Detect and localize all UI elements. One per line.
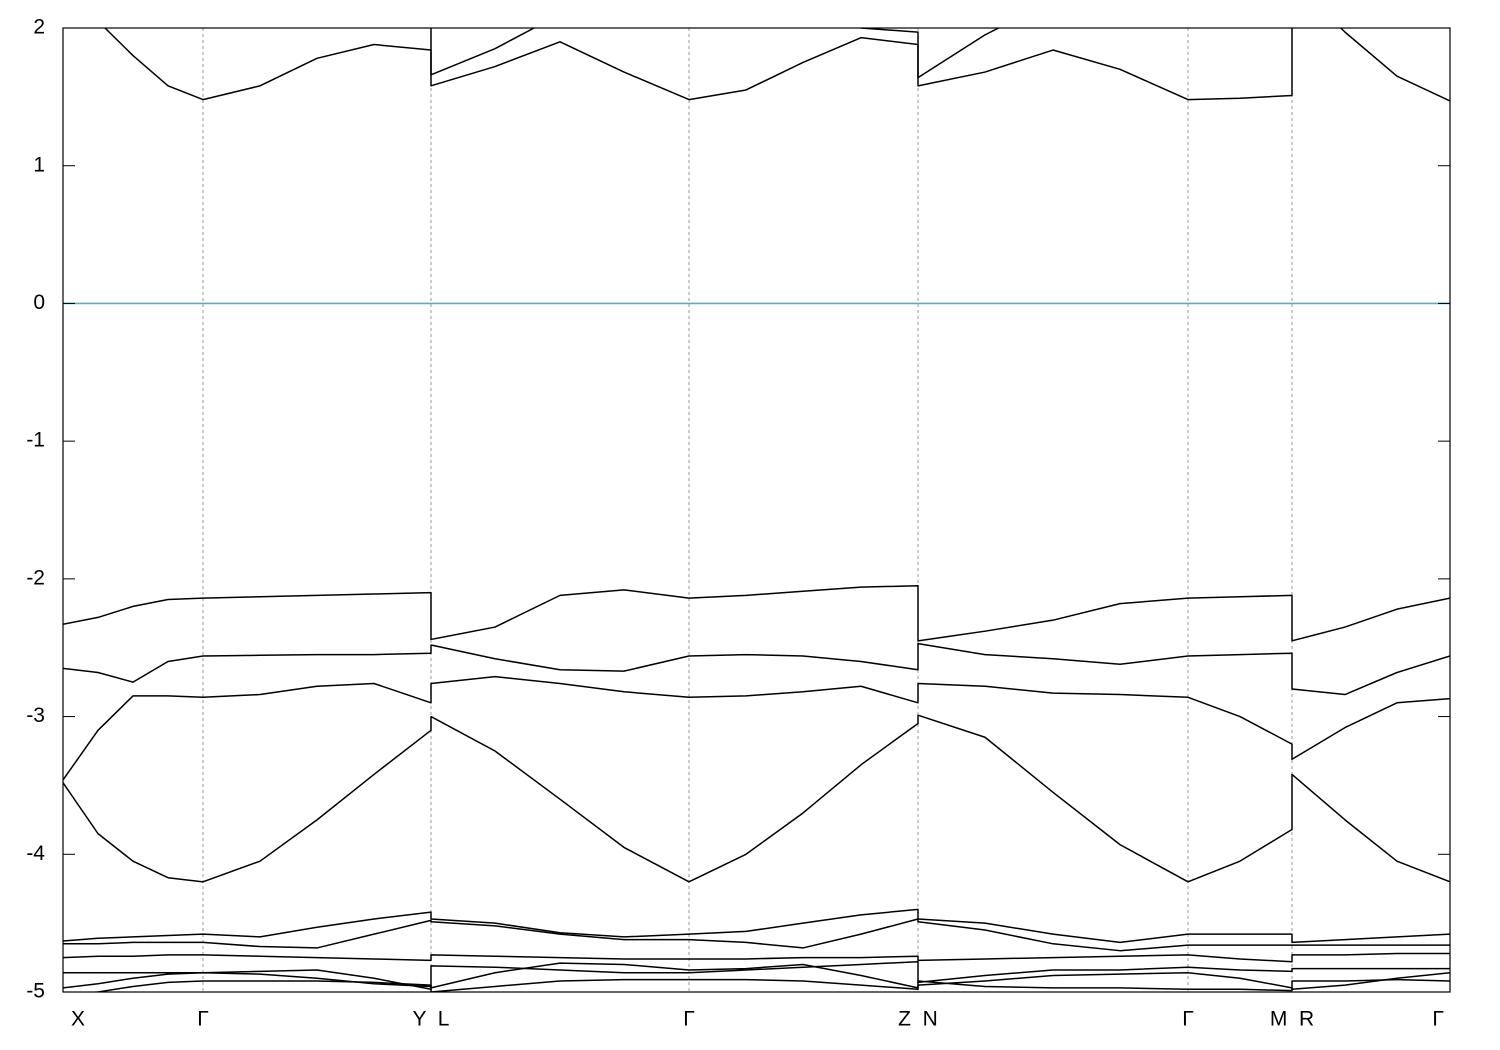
y-tick-label: 0 <box>33 291 45 314</box>
labels: 2 1 0 -1 -2 -3 -4 -5 X Γ Y L Γ Z N Γ M R Γ <box>26 16 1450 1031</box>
y-tick-label: 1 <box>33 153 45 176</box>
x-tick-label: Γ <box>197 1008 209 1031</box>
x-tick-label: Z N <box>898 1008 938 1031</box>
band-line <box>63 962 1450 990</box>
y-tick-label: -5 <box>26 980 45 1003</box>
band-line <box>88 978 1450 992</box>
x-tick-label: X <box>71 1008 85 1031</box>
x-tick-label: Y L <box>413 1008 450 1031</box>
x-tick-label: Γ <box>1432 1008 1444 1031</box>
band-line <box>63 960 1450 990</box>
plot-frame <box>62 27 1451 993</box>
band-line <box>103 28 1450 102</box>
band-line <box>63 908 1450 944</box>
y-tick-label: -1 <box>26 429 45 452</box>
x-tick-label: Γ <box>1182 1008 1194 1031</box>
band-line <box>63 584 1450 642</box>
y-tick-label: -2 <box>26 566 45 589</box>
y-tick-label: -4 <box>26 842 45 865</box>
band-line <box>63 918 1450 952</box>
y-tick-label: 2 <box>33 16 45 39</box>
band-line <box>63 675 1450 781</box>
y-tick-label: -3 <box>26 704 45 727</box>
bands <box>63 28 1450 992</box>
x-tick-label: Γ <box>683 1008 695 1031</box>
band-line <box>63 714 1450 883</box>
band-line <box>63 952 1450 963</box>
x-tick-label: M R <box>1270 1008 1314 1031</box>
band-line <box>63 642 1450 696</box>
